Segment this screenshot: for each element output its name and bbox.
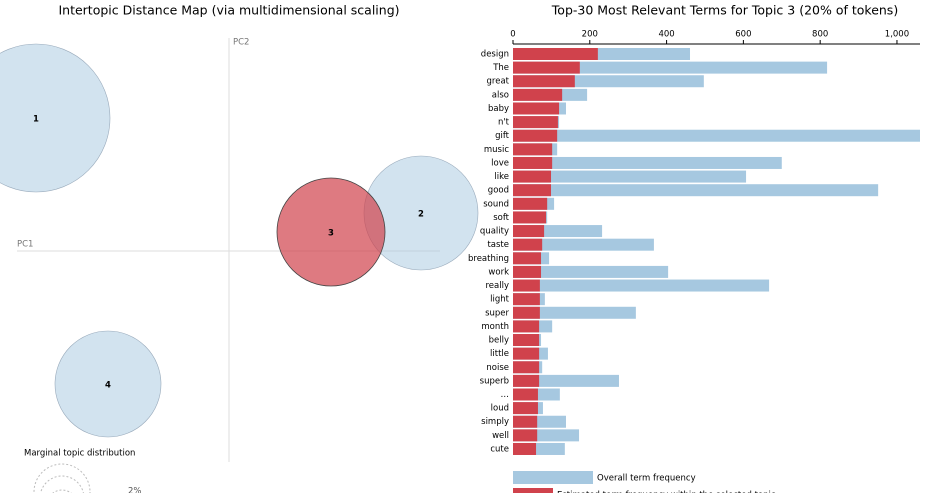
term-label: music (484, 145, 509, 155)
marginal-circle (40, 475, 84, 493)
topic-bar (513, 156, 553, 169)
topic-circle[interactable] (54, 330, 162, 438)
intertopic-map: Intertopic Distance Map (via multidimens… (0, 3, 479, 493)
term-label: really (486, 281, 510, 291)
term-label: gift (495, 131, 510, 141)
topic-bar (513, 48, 598, 60)
term-label: taste (487, 240, 509, 250)
term-label: super (485, 308, 509, 318)
topic-bar (513, 116, 558, 129)
term-label: love (491, 158, 509, 168)
legend-label: Overall term frequency (597, 474, 696, 484)
term-label: simply (481, 417, 509, 427)
topic-bar (513, 61, 580, 74)
topic-label: 1 (33, 115, 39, 125)
term-label: light (490, 295, 510, 305)
legend-swatch (513, 471, 593, 484)
marginal-circle (33, 463, 91, 493)
overall-bar (513, 156, 782, 169)
term-label: like (494, 172, 509, 182)
x-tick-label: 400 (658, 30, 674, 40)
topic-bar (513, 197, 548, 210)
term-label: good (488, 186, 509, 196)
x-tick-label: 0 (510, 30, 515, 40)
topic-bar (513, 334, 540, 347)
term-label: baby (488, 104, 509, 114)
topic-label: 4 (105, 381, 111, 391)
term-label: The (492, 63, 509, 73)
topic-bar (513, 415, 538, 428)
pc2-label: PC2 (233, 38, 249, 48)
term-label: … (501, 390, 510, 400)
term-label: well (492, 431, 509, 441)
overall-bar (513, 279, 770, 292)
topic-bar (513, 102, 560, 115)
topic-bar (513, 211, 547, 224)
term-label: loud (491, 404, 509, 414)
term-label: breathing (468, 254, 509, 264)
topic-bar (513, 143, 553, 156)
x-tick-label: 1,000 (885, 30, 909, 40)
legend-label: Estimated term frequency within the sele… (557, 491, 776, 493)
topic-bar (513, 184, 552, 197)
term-label: great (487, 77, 510, 87)
legend-swatch (513, 488, 553, 493)
topic-bar (513, 225, 545, 238)
overall-bar (513, 374, 619, 387)
topic-bar (513, 347, 540, 360)
x-tick-label: 200 (582, 30, 598, 40)
marginal-legend (33, 463, 91, 493)
term-label: noise (486, 363, 509, 373)
topic-bar (513, 293, 540, 306)
topic-bar (513, 388, 538, 401)
topic-bar (513, 402, 538, 415)
topic-label: 3 (328, 229, 334, 239)
term-label: superb (480, 376, 509, 386)
topic-bar (513, 442, 537, 455)
topic-bar (513, 320, 540, 333)
topic-bar (513, 279, 540, 292)
bar-title: Top-30 Most Relevant Terms for Topic 3 (… (551, 3, 898, 18)
x-tick-label: 600 (735, 30, 751, 40)
term-label: sound (483, 199, 509, 209)
topic-bar (513, 88, 563, 101)
marginal-title: Marginal topic distribution (24, 449, 135, 459)
pc1-label: PC1 (17, 240, 33, 250)
marginal-tick: 2% (128, 487, 142, 493)
overall-bar (513, 61, 828, 74)
topic-bar (513, 429, 538, 442)
overall-bar (513, 170, 747, 183)
topic-bar (513, 306, 540, 319)
topic-circle[interactable] (0, 43, 111, 193)
term-label: little (490, 349, 509, 359)
term-label: work (488, 267, 509, 277)
overall-bar (513, 184, 879, 197)
topic-label: 2 (418, 210, 424, 220)
topic-circle-selected[interactable] (276, 177, 386, 287)
overall-bar (513, 129, 920, 142)
term-label: cute (490, 444, 509, 454)
overall-bar (513, 306, 636, 319)
topic-bar (513, 75, 575, 88)
overall-bar (513, 265, 669, 278)
term-label: belly (489, 336, 509, 346)
term-label: also (492, 90, 509, 100)
term-label: design (481, 50, 509, 60)
map-title: Intertopic Distance Map (via multidimens… (58, 3, 399, 18)
overall-bar (513, 238, 654, 251)
topic-bar (513, 252, 542, 265)
x-tick-label: 800 (812, 30, 828, 40)
topic-bar (513, 361, 540, 374)
topic-bar (513, 170, 552, 183)
topic-bar (513, 238, 543, 251)
topic-bar (513, 265, 542, 278)
topic-bar (513, 374, 540, 387)
term-label: n't (498, 118, 510, 128)
term-label: month (481, 322, 509, 332)
term-label: soft (493, 213, 509, 223)
term-label: quality (480, 227, 509, 237)
topic-bar (513, 129, 558, 142)
